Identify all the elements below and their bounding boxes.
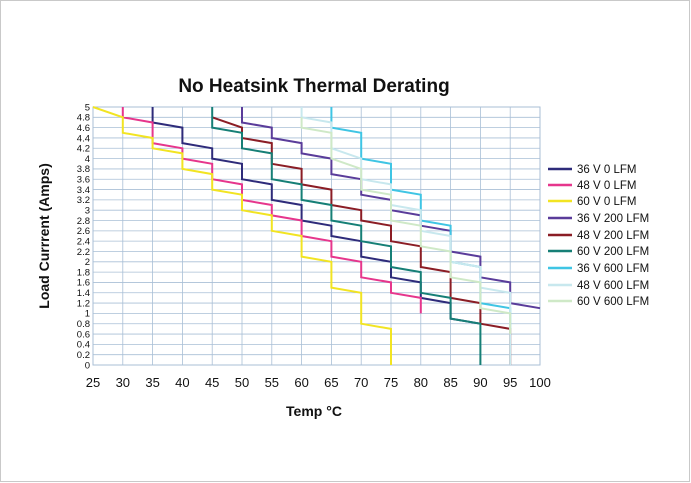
legend-label: 60 V 200 LFM <box>577 246 649 258</box>
y-tick-label: 0 <box>85 360 90 371</box>
y-tick-label: 1.4 <box>77 288 90 299</box>
x-tick-label: 50 <box>235 375 249 390</box>
y-axis-title: Load Currrent (Amps) <box>36 163 52 308</box>
x-tick-label: 85 <box>443 375 457 390</box>
x-tick-label: 40 <box>175 375 189 390</box>
legend-label: 36 V 0 LFM <box>577 164 636 176</box>
series-line-60-v-600-lfm <box>300 117 512 334</box>
x-tick-label: 70 <box>354 375 368 390</box>
legend-label: 60 V 600 LFM <box>577 296 649 308</box>
y-tick-label: 0.8 <box>77 319 90 330</box>
y-tick-label: 3 <box>85 206 90 217</box>
series-line-60-v-200-lfm <box>211 107 482 365</box>
legend-item: 36 V 0 LFM <box>548 164 636 176</box>
legend-item: 60 V 600 LFM <box>548 296 649 308</box>
y-tick-label: 1.6 <box>77 278 90 289</box>
legend-item: 36 V 600 LFM <box>548 263 649 275</box>
chart-title: No Heatsink Thermal Derating <box>178 76 449 97</box>
y-tick-label: 2 <box>85 257 90 268</box>
x-tick-label: 65 <box>324 375 338 390</box>
series-lines <box>92 106 541 365</box>
x-tick-label: 95 <box>503 375 517 390</box>
x-tick-label: 75 <box>384 375 398 390</box>
y-tick-label: 4.6 <box>77 123 90 134</box>
y-tick-label: 4 <box>85 154 90 165</box>
y-tick-label: 0.6 <box>77 329 90 340</box>
series-line-60-v-0-lfm <box>92 106 392 365</box>
y-tick-label: 0.4 <box>77 340 90 351</box>
y-tick-label: 2.6 <box>77 226 90 237</box>
y-tick-label: 2.4 <box>77 236 90 247</box>
x-tick-label: 100 <box>529 375 551 390</box>
legend-label: 48 V 200 LFM <box>577 230 649 242</box>
legend-item: 36 V 200 LFM <box>548 213 649 225</box>
legend-item: 48 V 600 LFM <box>548 280 649 292</box>
legend-label: 36 V 600 LFM <box>577 263 649 275</box>
plot-area <box>92 106 541 366</box>
y-tick-label: 5 <box>85 102 90 113</box>
y-tick-label: 4.2 <box>77 144 90 155</box>
x-tick-label: 90 <box>473 375 487 390</box>
y-tick-label: 3.2 <box>77 195 90 206</box>
x-tick-label: 45 <box>205 375 219 390</box>
y-tick-label: 0.2 <box>77 350 90 361</box>
legend: 36 V 0 LFM 48 V 0 LFM 60 V 0 LFM 36 V 200 L… <box>548 164 649 308</box>
y-tick-label: 2.2 <box>77 247 90 258</box>
y-tick-label: 3.8 <box>77 164 90 175</box>
series-line-48-v-200-lfm <box>211 116 512 365</box>
x-tick-label: 35 <box>145 375 159 390</box>
y-tick-labels: 00.20.40.60.811.21.41.61.822.22.42.62.83… <box>77 102 90 371</box>
y-tick-label: 1.8 <box>77 267 90 278</box>
legend-label: 60 V 0 LFM <box>577 196 636 208</box>
legend-label: 48 V 0 LFM <box>577 180 636 192</box>
y-tick-label: 4.4 <box>77 133 90 144</box>
y-tick-label: 4.8 <box>77 113 90 124</box>
legend-item: 48 V 200 LFM <box>548 230 649 242</box>
series-line-48-v-0-lfm <box>121 107 422 314</box>
legend-item: 48 V 0 LFM <box>548 180 636 192</box>
x-tick-label: 25 <box>86 375 100 390</box>
y-tick-label: 3.6 <box>77 175 90 186</box>
legend-label: 48 V 600 LFM <box>577 280 649 292</box>
y-tick-label: 3.4 <box>77 185 90 196</box>
y-tick-label: 2.8 <box>77 216 90 227</box>
legend-item: 60 V 200 LFM <box>548 246 649 258</box>
legend-label: 36 V 200 LFM <box>577 213 649 225</box>
x-tick-label: 60 <box>294 375 308 390</box>
x-tick-labels: 25 30 35 40 45 50 55 60 65 70 75 80 85 90 95 100 <box>86 375 551 390</box>
x-tick-label: 30 <box>116 375 130 390</box>
x-axis-title: Temp °C <box>286 403 342 419</box>
y-tick-label: 1 <box>85 309 90 320</box>
x-tick-label: 80 <box>414 375 428 390</box>
legend-item: 60 V 0 LFM <box>548 196 636 208</box>
x-tick-label: 55 <box>265 375 279 390</box>
y-tick-label: 1.2 <box>77 298 90 309</box>
plot-grid <box>92 106 541 366</box>
